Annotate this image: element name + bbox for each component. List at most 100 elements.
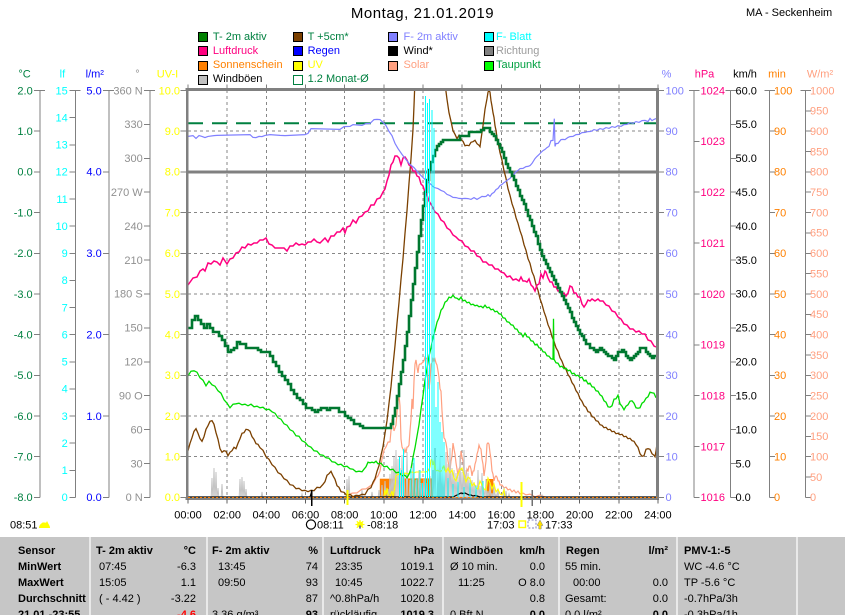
svg-text:90 O: 90 O — [119, 391, 143, 403]
svg-text:04:00: 04:00 — [253, 510, 281, 522]
svg-text:8: 8 — [62, 275, 68, 287]
svg-text:60.0: 60.0 — [736, 85, 757, 97]
svg-text:80: 80 — [666, 167, 678, 179]
svg-text:550: 550 — [810, 268, 828, 280]
svg-text:9.0: 9.0 — [165, 126, 180, 138]
svg-text:°: ° — [135, 69, 139, 81]
svg-text:50: 50 — [810, 472, 822, 484]
svg-text:1020: 1020 — [701, 289, 725, 301]
svg-text:10: 10 — [666, 452, 678, 464]
svg-text:%: % — [662, 69, 672, 81]
svg-text:10: 10 — [56, 221, 68, 233]
svg-text:100: 100 — [810, 452, 828, 464]
svg-text:14: 14 — [56, 112, 68, 124]
svg-text:30.0: 30.0 — [736, 289, 757, 301]
svg-text:16:00: 16:00 — [488, 510, 516, 522]
svg-text:40: 40 — [666, 329, 678, 341]
svg-text:650: 650 — [810, 228, 828, 240]
svg-text:10.0: 10.0 — [159, 85, 180, 97]
svg-text:22:00: 22:00 — [605, 510, 633, 522]
svg-text:2.0: 2.0 — [17, 85, 32, 97]
svg-text:15: 15 — [56, 85, 68, 97]
svg-text:60: 60 — [130, 424, 142, 436]
svg-text:80: 80 — [774, 167, 786, 179]
svg-text:250: 250 — [810, 391, 828, 403]
svg-text:400: 400 — [810, 329, 828, 341]
svg-text:1021: 1021 — [701, 238, 725, 250]
svg-text:7.0: 7.0 — [165, 207, 180, 219]
svg-text:5.0: 5.0 — [736, 458, 751, 470]
svg-text:8.0: 8.0 — [165, 167, 180, 179]
svg-text:2.0: 2.0 — [86, 329, 101, 341]
svg-text:2: 2 — [62, 438, 68, 450]
svg-text:0: 0 — [62, 492, 68, 504]
svg-text:10: 10 — [774, 452, 786, 464]
svg-text:360 N: 360 N — [113, 85, 142, 97]
svg-text:1.0: 1.0 — [86, 411, 101, 423]
svg-text:-5.0: -5.0 — [14, 370, 33, 382]
svg-text:55.0: 55.0 — [736, 119, 757, 131]
svg-text:°C: °C — [18, 69, 30, 81]
svg-text:4: 4 — [62, 384, 68, 396]
svg-text:50.0: 50.0 — [736, 153, 757, 165]
svg-text:-2.0: -2.0 — [14, 248, 33, 260]
svg-text:1017: 1017 — [701, 441, 725, 453]
svg-text:2.0: 2.0 — [165, 411, 180, 423]
svg-text:20: 20 — [774, 411, 786, 423]
svg-text:02:00: 02:00 — [213, 510, 241, 522]
svg-text:0.0: 0.0 — [17, 167, 32, 179]
svg-text:270 W: 270 W — [111, 187, 143, 199]
svg-text:150: 150 — [124, 323, 142, 335]
svg-text:10:00: 10:00 — [370, 510, 398, 522]
svg-text:450: 450 — [810, 309, 828, 321]
svg-text:3: 3 — [62, 411, 68, 423]
svg-text:12:00: 12:00 — [409, 510, 437, 522]
svg-text:12: 12 — [56, 167, 68, 179]
svg-text:50: 50 — [666, 289, 678, 301]
svg-text:-3.0: -3.0 — [14, 289, 33, 301]
svg-text:35.0: 35.0 — [736, 255, 757, 267]
svg-text:6: 6 — [62, 329, 68, 341]
svg-text:30: 30 — [130, 458, 142, 470]
svg-text:24:00: 24:00 — [644, 510, 672, 522]
svg-text:900: 900 — [810, 126, 828, 138]
svg-text:1019: 1019 — [701, 340, 725, 352]
svg-text:lf: lf — [60, 69, 66, 81]
svg-text:06:00: 06:00 — [292, 510, 320, 522]
svg-text:0.0: 0.0 — [736, 492, 751, 504]
svg-text:km/h: km/h — [733, 69, 757, 81]
svg-text:30: 30 — [774, 370, 786, 382]
svg-text:17:33: 17:33 — [545, 520, 573, 532]
svg-text:18:00: 18:00 — [527, 510, 555, 522]
svg-text:0: 0 — [810, 492, 816, 504]
svg-text:20: 20 — [666, 411, 678, 423]
svg-text:950: 950 — [810, 106, 828, 118]
svg-text:50: 50 — [774, 289, 786, 301]
svg-text:40.0: 40.0 — [736, 221, 757, 233]
svg-text:850: 850 — [810, 146, 828, 158]
svg-text:1.0: 1.0 — [17, 126, 32, 138]
svg-text:0: 0 — [666, 492, 672, 504]
svg-text:500: 500 — [810, 289, 828, 301]
svg-text:1.0: 1.0 — [165, 452, 180, 464]
svg-text:17:03: 17:03 — [487, 520, 515, 532]
svg-text:200: 200 — [810, 411, 828, 423]
svg-text:350: 350 — [810, 350, 828, 362]
svg-text:08:51: 08:51 — [10, 520, 38, 532]
svg-text:0: 0 — [774, 492, 780, 504]
svg-text:700: 700 — [810, 207, 828, 219]
svg-text:00:00: 00:00 — [174, 510, 202, 522]
svg-text:20:00: 20:00 — [566, 510, 594, 522]
svg-text:180 S: 180 S — [114, 289, 143, 301]
svg-text:0.0: 0.0 — [165, 492, 180, 504]
svg-text:-08:18: -08:18 — [367, 520, 398, 532]
svg-text:14:00: 14:00 — [448, 510, 476, 522]
svg-text:-4.0: -4.0 — [14, 329, 33, 341]
svg-text:600: 600 — [810, 248, 828, 260]
svg-text:6.0: 6.0 — [165, 248, 180, 260]
svg-text:3.0: 3.0 — [165, 370, 180, 382]
svg-text:60: 60 — [666, 248, 678, 260]
svg-text:40: 40 — [774, 329, 786, 341]
svg-text:90: 90 — [774, 126, 786, 138]
svg-text:08:00: 08:00 — [331, 510, 359, 522]
